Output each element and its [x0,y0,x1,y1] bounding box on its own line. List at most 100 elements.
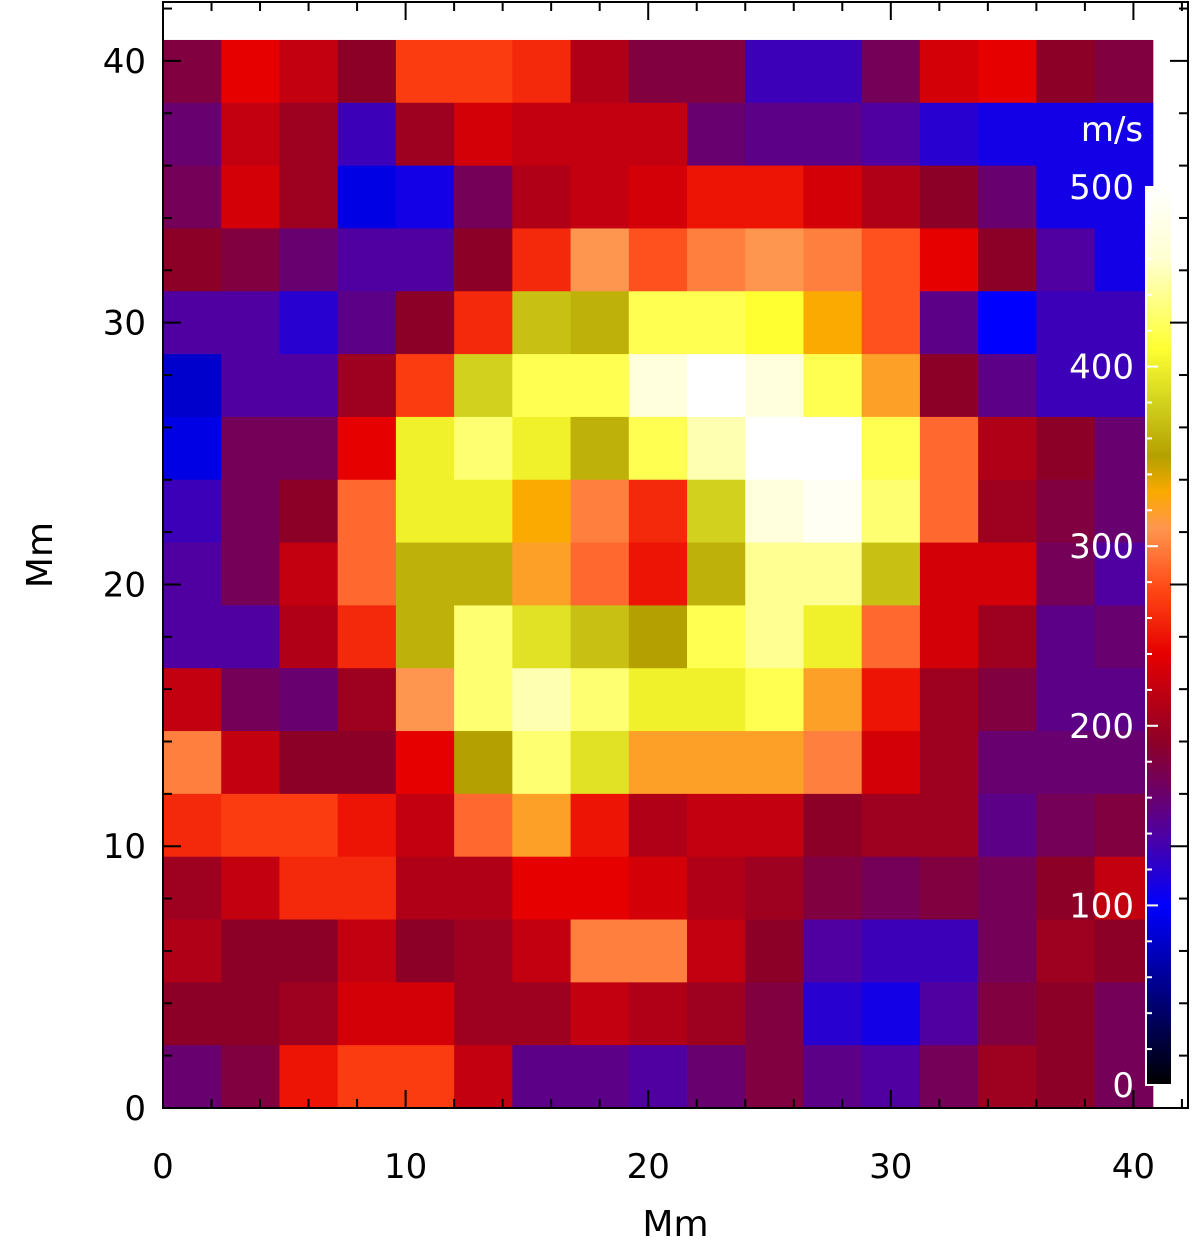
heatmap-cell [1094,291,1154,355]
heatmap-cell [1036,354,1096,418]
heatmap-cell [687,228,746,292]
colorbar-ticks: 0 100 200 300 400 500 [1069,168,1158,1106]
heatmap-cell [454,416,513,481]
heatmap-cell [163,165,222,229]
heatmap-cell [337,416,397,481]
heatmap-cell [1036,102,1096,167]
y-tick-label: 30 [103,304,146,344]
heatmap-cell [279,919,339,983]
heatmap-cell [861,793,921,858]
heatmap-cell [512,1045,572,1109]
heatmap-cell [163,1045,222,1109]
heatmap-cell [978,731,1037,795]
heatmap-cell [570,354,630,418]
heatmap-cell [919,479,979,544]
x-tick-label: 40 [1112,1147,1155,1187]
heatmap-cell [570,479,630,544]
heatmap-cell [687,416,746,481]
heatmap-cell [454,542,513,606]
heatmap-cell [745,354,804,418]
heatmap-cell [163,228,222,292]
heatmap-cell [919,542,979,606]
heatmap-cell [628,856,688,921]
heatmap-cell [1094,856,1154,921]
heatmap-cell [919,919,979,983]
colorbar-tick-label: 300 [1069,527,1134,567]
heatmap-cell [687,542,746,606]
heatmap-cell [454,605,513,669]
colorbar-tick-label: 0 [1112,1066,1134,1106]
x-tick-label: 30 [869,1147,912,1187]
heatmap-cell [803,102,863,167]
heatmap-cell [745,228,804,292]
heatmap-cell [221,731,280,795]
heatmap-cell [279,668,339,732]
heatmap-cell [1094,479,1154,544]
heatmap-cell [221,1045,280,1109]
heatmap-cell [628,228,688,292]
heatmap-cell [1036,668,1096,732]
heatmap-cell [221,291,280,355]
heatmap-cell [861,39,921,104]
heatmap-cell [570,291,630,355]
heatmap-cell [454,354,513,418]
heatmap-cell [221,668,280,732]
heatmap-cell [512,793,572,858]
heatmap-cell [1094,982,1154,1046]
plot-frame [162,1,1189,1109]
heatmap-cell [978,416,1037,481]
heatmap-cell [454,291,513,355]
heatmap-cell [628,1045,688,1109]
heatmap-cell [1036,165,1096,229]
heatmap-cell [337,39,397,104]
heatmap-cell [395,479,455,544]
heatmap-cell [570,793,630,858]
heatmap-cell [745,416,804,481]
heatmap-cell [279,228,339,292]
heatmap-cell [163,102,222,167]
heatmap-cell [1036,416,1096,481]
heatmap-cell [687,856,746,921]
heatmap-cell [628,542,688,606]
heatmap-cell [861,668,921,732]
heatmap-cell [512,856,572,921]
heatmap-cell [1094,228,1154,292]
heatmap-cell [861,291,921,355]
heatmap-cell [803,605,863,669]
heatmap-cell [163,479,222,544]
heatmap-cell [221,793,280,858]
heatmap-cell [570,39,630,104]
heatmap-cell [978,354,1037,418]
heatmap-cell [687,793,746,858]
heatmap-cell [1094,542,1154,606]
heatmap-cell [919,165,979,229]
heatmap-cell [1094,165,1154,229]
heatmap-cell [745,731,804,795]
heatmap-cell [745,102,804,167]
heatmap-cell [1094,39,1154,104]
heatmap-cell [1036,1045,1096,1109]
heatmap-cell [919,291,979,355]
heatmap-cell [279,731,339,795]
heatmap-cell [337,354,397,418]
heatmap-cell [745,291,804,355]
heatmap-cell [687,102,746,167]
heatmap-cell [803,731,863,795]
colorbar: 0 100 200 300 400 500 m/s [1069,110,1173,1106]
heatmap-cell [221,856,280,921]
heatmap-cell [861,919,921,983]
heatmap-cell [919,668,979,732]
heatmap-cell [279,856,339,921]
heatmap-cell [687,605,746,669]
heatmap-cell [745,165,804,229]
heatmap-cell [512,542,572,606]
heatmap-cell [1094,793,1154,858]
heatmap-cell [628,416,688,481]
heatmap-cell [745,479,804,544]
heatmap-cell [395,731,455,795]
heatmap-cell [512,416,572,481]
heatmap-cell [1036,542,1096,606]
heatmap-cell [279,605,339,669]
heatmap-cell [570,165,630,229]
heatmap-cell [861,479,921,544]
